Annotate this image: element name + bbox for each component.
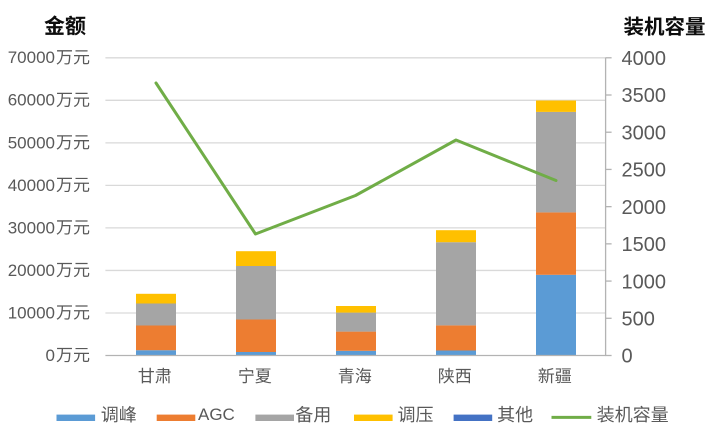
svg-text:3500: 3500 — [622, 85, 667, 107]
svg-text:2000: 2000 — [622, 197, 667, 219]
svg-text:0: 0 — [46, 346, 55, 365]
svg-text:4000: 4000 — [622, 48, 667, 70]
svg-text:1500: 1500 — [622, 234, 667, 256]
svg-text:3000: 3000 — [622, 122, 667, 144]
svg-text:60000: 60000 — [8, 91, 55, 110]
svg-text:AGC: AGC — [198, 405, 235, 424]
svg-text:1000: 1000 — [622, 271, 667, 293]
svg-text:30000: 30000 — [8, 218, 55, 237]
svg-text:40000: 40000 — [8, 176, 55, 195]
svg-text:0: 0 — [622, 346, 633, 368]
svg-text:50000: 50000 — [8, 133, 55, 152]
svg-text:70000: 70000 — [8, 48, 55, 67]
svg-text:10000: 10000 — [8, 303, 55, 322]
svg-text:2500: 2500 — [622, 160, 667, 182]
svg-text:20000: 20000 — [8, 261, 55, 280]
svg-text:500: 500 — [622, 308, 655, 330]
